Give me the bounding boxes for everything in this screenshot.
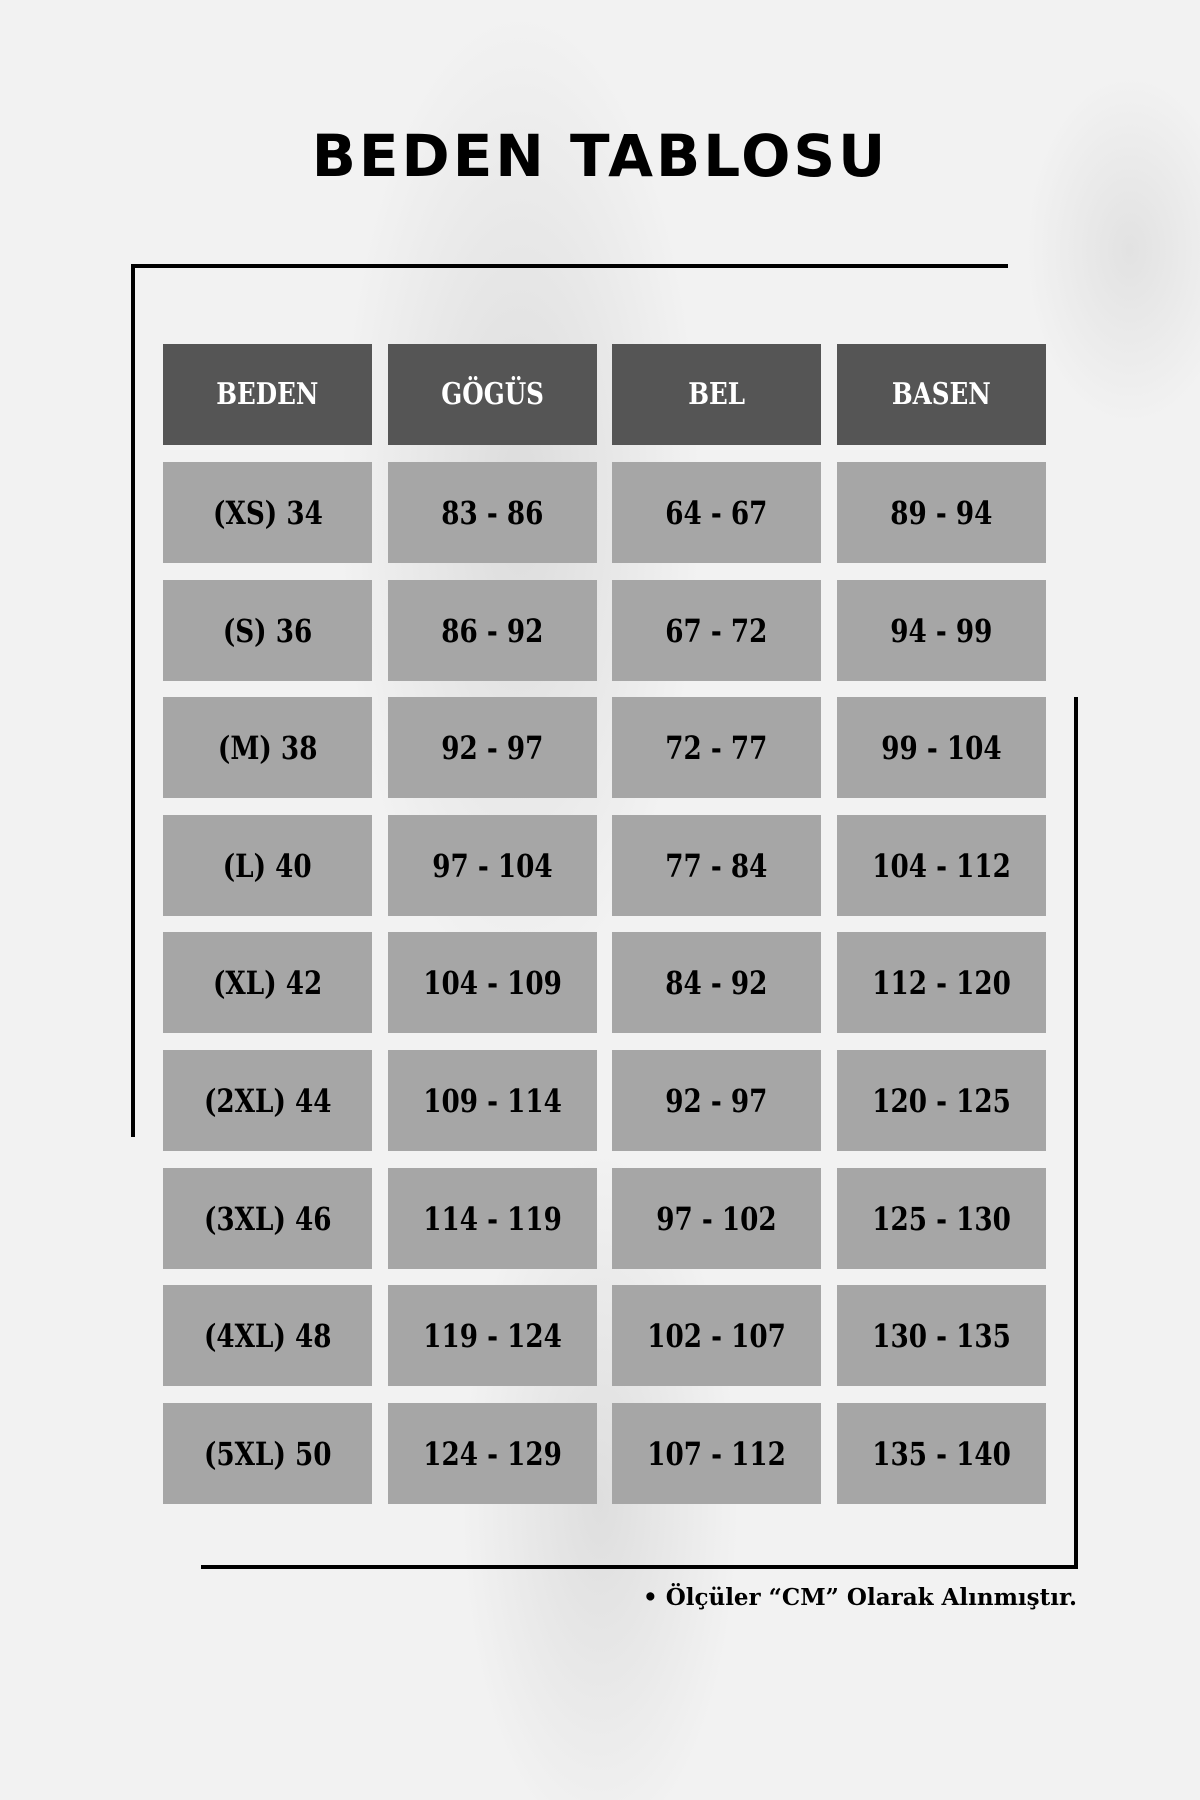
table-cell: 92 - 97 xyxy=(612,1050,821,1151)
cell-text: 99 - 104 xyxy=(881,728,1002,767)
table-cell: 120 - 125 xyxy=(837,1050,1046,1151)
table-cell: (M) 38 xyxy=(163,697,372,798)
cell-text: (4XL) 48 xyxy=(203,1316,332,1355)
table-cell: (L) 40 xyxy=(163,815,372,916)
cell-text: 67 - 72 xyxy=(665,611,768,650)
table-cell: (XL) 42 xyxy=(163,932,372,1033)
cell-text: 92 - 97 xyxy=(441,728,544,767)
table-cell: (5XL) 50 xyxy=(163,1403,372,1504)
cell-text: 83 - 86 xyxy=(441,493,544,532)
cell-text: 104 - 112 xyxy=(872,846,1011,885)
frame-right-line xyxy=(1074,697,1078,1569)
cell-text: 104 - 109 xyxy=(423,963,562,1002)
table-cell: (4XL) 48 xyxy=(163,1285,372,1386)
table-cell: 86 - 92 xyxy=(388,580,597,681)
frame-top-line xyxy=(134,264,1008,268)
cell-text: BASEN xyxy=(892,377,991,412)
cell-text: 84 - 92 xyxy=(665,963,768,1002)
cell-text: (5XL) 50 xyxy=(203,1434,332,1473)
cell-text: BEDEN xyxy=(216,377,319,412)
header-cell: BASEN xyxy=(837,344,1046,445)
cell-text: 86 - 92 xyxy=(441,611,544,650)
table-cell: 97 - 104 xyxy=(388,815,597,916)
table-cell: 112 - 120 xyxy=(837,932,1046,1033)
cell-text: 94 - 99 xyxy=(890,611,993,650)
cell-text: 135 - 140 xyxy=(872,1434,1011,1473)
table-cell: 104 - 112 xyxy=(837,815,1046,916)
cell-text: 97 - 104 xyxy=(432,846,553,885)
table-cell: (3XL) 46 xyxy=(163,1168,372,1269)
table-cell: (XS) 34 xyxy=(163,462,372,563)
table-cell: 114 - 119 xyxy=(388,1168,597,1269)
table-cell: 83 - 86 xyxy=(388,462,597,563)
cell-text: (XL) 42 xyxy=(212,963,323,1002)
measurement-note: • Ölçüler “CM” Olarak Alınmıştır. xyxy=(642,1584,1077,1611)
table-cell: 84 - 92 xyxy=(612,932,821,1033)
table-cell: 124 - 129 xyxy=(388,1403,597,1504)
cell-text: 92 - 97 xyxy=(665,1081,768,1120)
table-cell: 64 - 67 xyxy=(612,462,821,563)
cell-text: 120 - 125 xyxy=(872,1081,1011,1120)
cell-text: 112 - 120 xyxy=(872,963,1011,1002)
table-cell: 102 - 107 xyxy=(612,1285,821,1386)
cell-text: 130 - 135 xyxy=(872,1316,1011,1355)
cell-text: GÖGÜS xyxy=(441,377,544,412)
header-cell: BEL xyxy=(612,344,821,445)
cell-text: 77 - 84 xyxy=(665,846,768,885)
cell-text: (M) 38 xyxy=(217,728,318,767)
cell-text: 114 - 119 xyxy=(423,1199,562,1238)
table-cell: 89 - 94 xyxy=(837,462,1046,563)
cell-text: 124 - 129 xyxy=(423,1434,562,1473)
table-cell: 92 - 97 xyxy=(388,697,597,798)
table-cell: 107 - 112 xyxy=(612,1403,821,1504)
table-cell: 94 - 99 xyxy=(837,580,1046,681)
table-cell: 77 - 84 xyxy=(612,815,821,916)
cell-text: 109 - 114 xyxy=(423,1081,562,1120)
page-title: BEDEN TABLOSU xyxy=(311,122,889,190)
table-cell: 135 - 140 xyxy=(837,1403,1046,1504)
cell-text: (XS) 34 xyxy=(212,493,323,532)
table-cell: (2XL) 44 xyxy=(163,1050,372,1151)
cell-text: 102 - 107 xyxy=(647,1316,786,1355)
frame-left-line xyxy=(131,264,135,1137)
table-cell: 104 - 109 xyxy=(388,932,597,1033)
cell-text: (2XL) 44 xyxy=(203,1081,332,1120)
table-cell: 119 - 124 xyxy=(388,1285,597,1386)
cell-text: (3XL) 46 xyxy=(203,1199,332,1238)
table-cell: 72 - 77 xyxy=(612,697,821,798)
cell-text: 97 - 102 xyxy=(656,1199,777,1238)
header-cell: BEDEN xyxy=(163,344,372,445)
cell-text: 89 - 94 xyxy=(890,493,993,532)
table-cell: 125 - 130 xyxy=(837,1168,1046,1269)
cell-text: (S) 36 xyxy=(222,611,313,650)
cell-text: 107 - 112 xyxy=(647,1434,786,1473)
cell-text: 125 - 130 xyxy=(872,1199,1011,1238)
table-cell: (S) 36 xyxy=(163,580,372,681)
header-cell: GÖGÜS xyxy=(388,344,597,445)
cell-text: 64 - 67 xyxy=(665,493,768,532)
cell-text: 119 - 124 xyxy=(423,1316,562,1355)
cell-text: BEL xyxy=(688,377,745,412)
cell-text: 72 - 77 xyxy=(665,728,768,767)
frame-bottom-line xyxy=(201,1565,1078,1569)
table-cell: 99 - 104 xyxy=(837,697,1046,798)
table-cell: 67 - 72 xyxy=(612,580,821,681)
table-cell: 130 - 135 xyxy=(837,1285,1046,1386)
table-cell: 109 - 114 xyxy=(388,1050,597,1151)
cell-text: (L) 40 xyxy=(223,846,312,885)
table-cell: 97 - 102 xyxy=(612,1168,821,1269)
